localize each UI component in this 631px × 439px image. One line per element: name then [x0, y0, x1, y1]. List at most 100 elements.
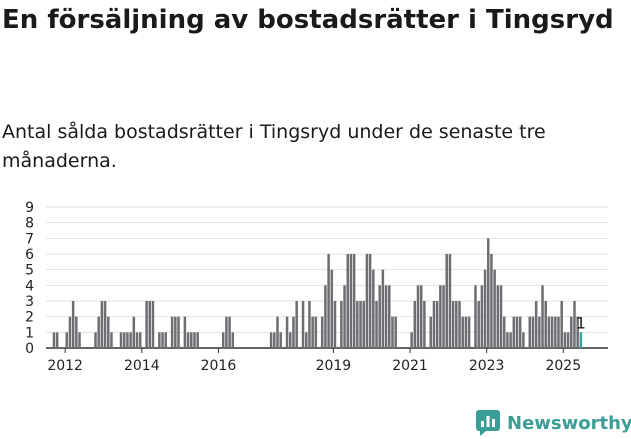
bar: [122, 332, 126, 348]
bar: [381, 269, 385, 348]
bar: [461, 316, 464, 348]
newsworthy-logo: Newsworthy: [476, 409, 631, 437]
bar: [576, 316, 579, 348]
bar: [547, 316, 551, 348]
bar: [158, 332, 161, 348]
bar: [65, 332, 69, 348]
bar: [573, 301, 576, 348]
y-tick-label: 5: [25, 263, 34, 279]
bar: [429, 316, 433, 348]
bar: [119, 332, 123, 348]
bar-latest: [579, 332, 583, 348]
bar: [455, 301, 458, 348]
y-tick-label: 1: [25, 325, 34, 341]
bar: [359, 301, 362, 348]
bar: [324, 285, 327, 348]
bar: [423, 301, 426, 348]
bar: [308, 301, 311, 348]
bar: [474, 285, 477, 348]
bar: [110, 332, 113, 348]
bar: [100, 301, 104, 348]
bar: [314, 316, 318, 348]
bar: [228, 316, 231, 348]
bar: [372, 269, 375, 348]
bar: [493, 269, 496, 348]
bar: [129, 332, 132, 348]
bar: [445, 254, 448, 348]
bar: [177, 316, 180, 348]
bar: [148, 301, 152, 348]
bar: [135, 332, 139, 348]
bar: [413, 301, 417, 348]
bar: [442, 285, 445, 348]
bar: [138, 332, 142, 348]
bar: [55, 332, 59, 348]
bar: [496, 285, 500, 348]
x-tick-label: 2021: [392, 358, 428, 374]
bar: [391, 316, 394, 348]
bar: [362, 301, 365, 348]
bar: [145, 301, 148, 348]
bar: [477, 301, 480, 348]
bar: [515, 316, 519, 348]
bar: [279, 332, 282, 348]
bar: [487, 238, 490, 348]
bar: [448, 254, 452, 348]
bar: [183, 316, 187, 348]
bar: [528, 316, 532, 348]
bar: [75, 316, 78, 348]
bar: [550, 316, 554, 348]
bar: [68, 316, 72, 348]
latest-value-label: 1: [576, 313, 586, 332]
chart-title: En försäljning av bostadsrätter i Tingsr…: [2, 5, 614, 35]
bar: [301, 301, 305, 348]
bar: [352, 254, 356, 348]
bar: [190, 332, 193, 348]
bar: [289, 332, 292, 348]
y-tick-label: 8: [25, 216, 34, 232]
bar: [78, 332, 81, 348]
x-tick-label: 2014: [124, 358, 160, 374]
bar: [343, 285, 346, 348]
bar: [97, 316, 100, 348]
bar: [276, 316, 279, 348]
bar: [292, 316, 295, 348]
y-tick-label: 2: [25, 310, 34, 326]
bar: [333, 301, 337, 348]
bar: [340, 301, 343, 348]
x-tick-label: 2012: [47, 358, 83, 374]
bar: [534, 301, 538, 348]
bar: [161, 332, 164, 348]
bar: [464, 316, 468, 348]
bar: [304, 332, 308, 348]
bar: [378, 285, 381, 348]
y-tick-label: 7: [25, 231, 34, 247]
bar: [320, 316, 324, 348]
bar: [570, 316, 573, 348]
bar: [327, 254, 330, 348]
x-tick-label: 2025: [545, 358, 581, 374]
bar: [356, 301, 359, 348]
bar: [416, 285, 420, 348]
bar: [164, 332, 167, 348]
bar: [560, 301, 563, 348]
bar: [432, 301, 436, 348]
x-tick-label: 2016: [201, 358, 237, 374]
bar: [458, 301, 461, 348]
bar: [502, 316, 506, 348]
bar: [439, 285, 442, 348]
bar: [151, 301, 155, 348]
bar: [174, 316, 177, 348]
bar: [346, 254, 350, 348]
x-tick-label: 2019: [316, 358, 352, 374]
bar: [52, 332, 56, 348]
bar: [522, 332, 525, 348]
bar: [365, 254, 369, 348]
bar: [193, 332, 196, 348]
x-tick-label: 2023: [469, 358, 505, 374]
bar: [480, 285, 484, 348]
bar: [196, 332, 199, 348]
bars: [52, 238, 583, 348]
